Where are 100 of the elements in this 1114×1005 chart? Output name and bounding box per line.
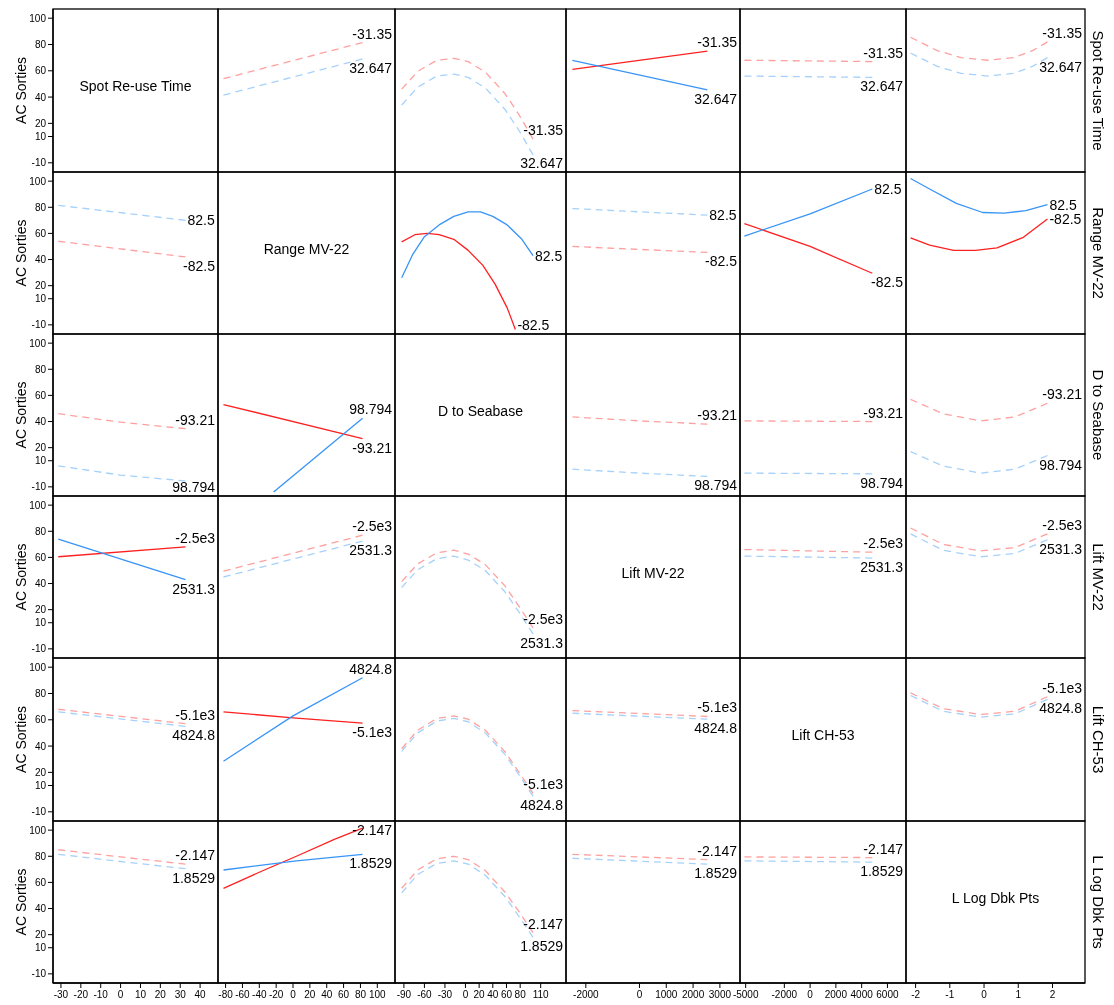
x-tick-label: -40 <box>252 989 267 1000</box>
x-tick-label: -90 <box>396 989 412 1000</box>
y-tick-label: 80 <box>34 201 47 213</box>
y-axis-title: AC Sorties <box>13 381 29 449</box>
x-tick-label: 80 <box>354 989 367 1000</box>
y-tick-label: 100 <box>29 661 47 673</box>
y-tick-label: -10 <box>31 643 47 655</box>
series-label: -2.5e3 <box>523 610 564 627</box>
series-label: -2.147 <box>863 840 904 857</box>
y-tick-label: 80 <box>34 525 47 537</box>
y2-axis-title: L Log Dbk Pts <box>1090 855 1107 949</box>
series-label: 98.794 <box>694 477 738 494</box>
x-tick-label: 10 <box>134 989 147 1000</box>
x-tick-label: 2000 <box>681 989 705 1000</box>
series-label: 82.5 <box>709 207 737 224</box>
x-tick-label: 0 <box>636 989 643 1000</box>
series-label: -5.1e3 <box>1042 679 1083 696</box>
x-tick-label: 20 <box>473 989 486 1000</box>
series-label: 2531.3 <box>349 542 393 559</box>
series-label: -31.35 <box>697 34 738 51</box>
x-tick-label: -30 <box>437 989 453 1000</box>
x-tick-label: 40 <box>487 989 499 1000</box>
x-tick-label: 2000 <box>824 989 848 1000</box>
series-label: -93.21 <box>863 404 904 421</box>
y-axis-title: AC Sorties <box>13 706 29 773</box>
y-tick-label: 20 <box>34 442 47 454</box>
y-tick-label: 40 <box>34 903 47 915</box>
series-label: 82.5 <box>874 180 902 197</box>
x-tick-label: 0 <box>807 989 814 1000</box>
x-tick-label: 60 <box>338 989 350 1000</box>
x-tick-label: -10 <box>93 989 109 1000</box>
y2-axis-title: Lift CH-53 <box>1090 705 1107 774</box>
series-label: -5.1e3 <box>175 706 216 723</box>
x-tick-label: 1 <box>1015 989 1022 1000</box>
series-label: -31.35 <box>1042 24 1083 41</box>
x-tick-label: -20 <box>73 989 89 1000</box>
x-tick-label: -2000 <box>573 989 600 1000</box>
x-tick-label: -30 <box>53 989 69 1000</box>
series-label: -2.147 <box>697 842 738 859</box>
x-tick-label: 4000 <box>850 989 874 1000</box>
y-tick-label: 80 <box>34 687 47 699</box>
series-label: -93.21 <box>352 439 393 456</box>
series-label: -93.21 <box>697 407 738 424</box>
y2-axis-title: Range MV-22 <box>1090 207 1107 299</box>
x-tick-label: 100 <box>368 989 387 1000</box>
x-tick-label: -20 <box>268 989 284 1000</box>
y-tick-label: 10 <box>34 617 47 629</box>
y-tick-label: 60 <box>34 389 47 401</box>
y-axis-title: AC Sorties <box>13 543 29 611</box>
text: Spot Re-use Time <box>79 78 192 95</box>
series-label: 4824.8 <box>520 797 564 814</box>
series-label: 82.5 <box>535 247 563 264</box>
x-tick-label: 60 <box>500 989 513 1000</box>
x-tick-label: 80 <box>514 989 527 1000</box>
y-tick-label: 60 <box>34 551 47 563</box>
text: Range MV-22 <box>263 240 350 257</box>
series-label: 1.8529 <box>349 855 393 872</box>
y-tick-label: -10 <box>31 157 47 169</box>
y-tick-label: 10 <box>34 293 47 305</box>
y-tick-label: 60 <box>34 65 47 77</box>
y-tick-label: 80 <box>34 38 47 50</box>
y-tick-label: -10 <box>31 319 47 331</box>
text: Lift MV-22 <box>621 564 685 581</box>
y-tick-label: 100 <box>29 824 47 836</box>
x-tick-label: 3000 <box>708 989 732 1000</box>
y-tick-label: 10 <box>34 780 47 792</box>
series-label: -31.35 <box>523 122 564 139</box>
series-label: -2.5e3 <box>352 518 393 535</box>
x-tick-label: 20 <box>154 989 167 1000</box>
y-tick-label: -10 <box>31 481 47 493</box>
y-tick-label: 100 <box>29 175 47 187</box>
series-label: -2.147 <box>175 847 216 864</box>
series-label: -2.147 <box>523 915 564 932</box>
x-tick-label: 0 <box>981 989 988 1000</box>
y-tick-label: 20 <box>34 766 47 778</box>
text: L Log Dbk Pts <box>951 889 1040 906</box>
series-label: 98.794 <box>172 479 216 495</box>
y-axis-title: AC Sorties <box>13 868 29 936</box>
series-label: 4824.8 <box>1039 700 1083 717</box>
y-tick-label: 40 <box>34 416 47 428</box>
series-label: -31.35 <box>863 44 904 61</box>
y-tick-label: 40 <box>34 254 47 266</box>
series-label: 32.647 <box>860 78 904 95</box>
series-label: 1.8529 <box>694 865 738 882</box>
series-label: 4824.8 <box>172 727 216 744</box>
y-tick-label: 10 <box>34 942 47 954</box>
series-label: -82.5 <box>517 317 550 333</box>
x-tick-label: 0 <box>462 989 469 1000</box>
series-label: 2531.3 <box>520 634 564 651</box>
series-label: 4824.8 <box>349 660 393 677</box>
y-tick-label: 40 <box>34 578 47 590</box>
series-label: 98.794 <box>349 401 393 418</box>
x-tick-label: 0 <box>290 989 297 1000</box>
y-tick-label: 20 <box>34 604 47 616</box>
series-label: -82.5 <box>871 274 904 291</box>
x-tick-label: -2 <box>911 989 921 1000</box>
series-label: 2531.3 <box>860 559 904 576</box>
y-axis-title: AC Sorties <box>13 57 29 124</box>
series-label: -93.21 <box>1042 386 1083 403</box>
x-tick-label: -60 <box>235 989 251 1000</box>
